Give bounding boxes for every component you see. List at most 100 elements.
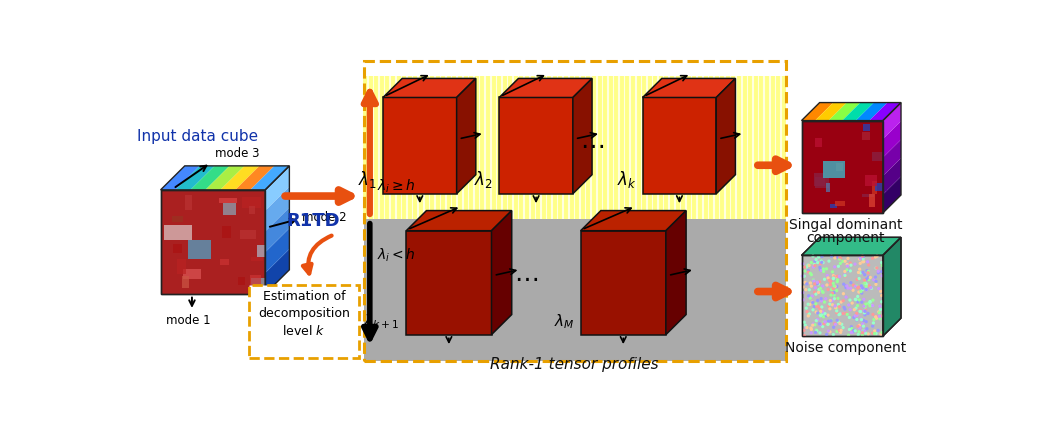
Circle shape: [842, 293, 844, 295]
Circle shape: [848, 334, 850, 336]
Circle shape: [837, 298, 839, 299]
Circle shape: [807, 303, 809, 305]
Circle shape: [828, 323, 829, 325]
Circle shape: [850, 264, 852, 266]
Text: $\lambda_i < h$: $\lambda_i < h$: [377, 247, 415, 264]
Circle shape: [879, 309, 881, 310]
Circle shape: [808, 264, 810, 266]
Circle shape: [863, 279, 865, 281]
Circle shape: [831, 289, 833, 290]
Circle shape: [823, 322, 826, 324]
Polygon shape: [870, 103, 901, 120]
Polygon shape: [716, 78, 735, 194]
Circle shape: [811, 274, 812, 276]
Circle shape: [817, 312, 818, 314]
Circle shape: [816, 330, 818, 332]
Circle shape: [843, 271, 845, 272]
Circle shape: [855, 299, 857, 301]
Circle shape: [814, 291, 816, 293]
Circle shape: [881, 331, 883, 333]
Circle shape: [836, 275, 838, 277]
Circle shape: [845, 313, 848, 314]
Circle shape: [863, 298, 864, 300]
Circle shape: [805, 270, 806, 272]
Bar: [364, 219, 786, 361]
Text: $\lambda_k$: $\lambda_k$: [617, 169, 637, 190]
Circle shape: [837, 304, 839, 305]
Circle shape: [804, 275, 806, 277]
Polygon shape: [883, 139, 901, 176]
Circle shape: [848, 304, 850, 306]
Circle shape: [819, 308, 820, 310]
Circle shape: [876, 267, 878, 269]
Circle shape: [862, 329, 864, 331]
Circle shape: [866, 328, 868, 330]
Circle shape: [874, 330, 876, 332]
Circle shape: [828, 320, 830, 322]
Circle shape: [832, 299, 834, 301]
Circle shape: [818, 289, 820, 290]
Circle shape: [881, 264, 883, 266]
Circle shape: [872, 257, 874, 259]
Circle shape: [842, 313, 844, 314]
Circle shape: [857, 287, 859, 289]
Circle shape: [816, 305, 817, 307]
Circle shape: [862, 325, 864, 327]
Circle shape: [866, 261, 869, 263]
Circle shape: [880, 290, 881, 292]
Circle shape: [862, 258, 864, 260]
Text: $\cdots$: $\cdots$: [514, 266, 538, 290]
Circle shape: [879, 318, 881, 320]
Circle shape: [836, 281, 838, 282]
Circle shape: [814, 265, 816, 266]
Circle shape: [851, 331, 852, 333]
Circle shape: [865, 288, 868, 290]
Bar: [218, 198, 237, 203]
Circle shape: [856, 312, 858, 314]
Circle shape: [855, 285, 857, 287]
Polygon shape: [801, 256, 883, 336]
Circle shape: [847, 269, 848, 271]
Text: mode 1: mode 1: [166, 314, 211, 327]
Bar: [815, 177, 829, 188]
Circle shape: [853, 329, 855, 331]
Circle shape: [836, 279, 838, 281]
Circle shape: [836, 320, 838, 321]
Polygon shape: [581, 231, 666, 335]
Circle shape: [823, 313, 826, 314]
Polygon shape: [492, 210, 512, 335]
Circle shape: [832, 278, 834, 280]
Polygon shape: [801, 120, 883, 213]
Circle shape: [833, 282, 834, 284]
Polygon shape: [456, 78, 476, 194]
Bar: [835, 200, 844, 206]
Circle shape: [844, 275, 847, 277]
Circle shape: [847, 264, 848, 265]
Circle shape: [821, 306, 822, 308]
Circle shape: [858, 331, 860, 333]
Circle shape: [833, 294, 834, 296]
Circle shape: [847, 287, 849, 289]
Circle shape: [845, 285, 848, 287]
Circle shape: [852, 289, 854, 291]
Circle shape: [836, 290, 837, 291]
Text: $\cdots$: $\cdots$: [580, 133, 604, 157]
Circle shape: [806, 327, 808, 328]
Circle shape: [814, 260, 816, 262]
Circle shape: [842, 283, 844, 285]
Circle shape: [816, 319, 818, 320]
Circle shape: [808, 315, 809, 317]
Circle shape: [863, 274, 865, 276]
Circle shape: [801, 275, 804, 277]
Circle shape: [849, 299, 851, 301]
Circle shape: [833, 292, 835, 293]
Circle shape: [854, 330, 856, 332]
Bar: [827, 183, 830, 192]
Circle shape: [858, 291, 860, 293]
Circle shape: [802, 286, 804, 288]
Circle shape: [858, 299, 860, 301]
Circle shape: [864, 282, 866, 285]
Circle shape: [833, 326, 835, 328]
Bar: [823, 161, 844, 179]
Circle shape: [864, 309, 866, 311]
